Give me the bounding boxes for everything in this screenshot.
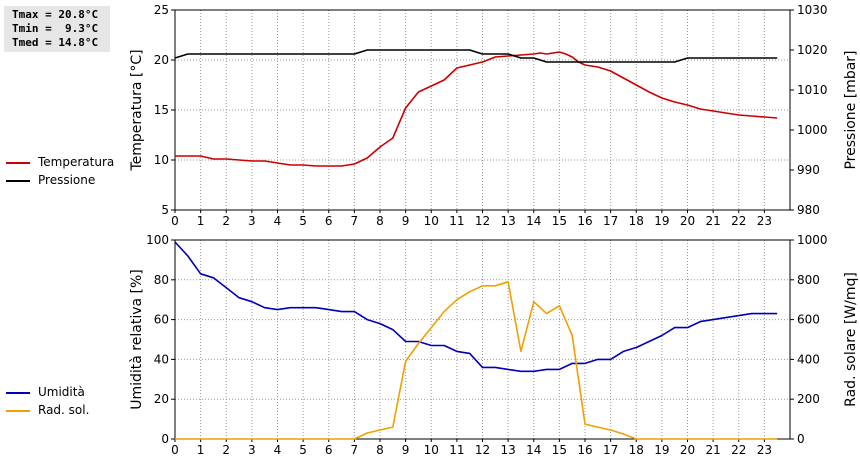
panel1-xtick-label-3: 3 — [248, 214, 256, 228]
panel2-xtick-label-7: 7 — [351, 443, 359, 457]
panel2-ytick-label-60: 60 — [154, 313, 169, 327]
panel2-xtick-label-11: 11 — [449, 443, 464, 457]
legend-umidita-label: Umidità — [38, 385, 85, 399]
panel1-xtick-label-6: 6 — [325, 214, 333, 228]
tmed-label: Tmed = 14.8°C — [12, 36, 99, 49]
panel1-xtick-label-7: 7 — [351, 214, 359, 228]
panel1-xtick-label-18: 18 — [629, 214, 644, 228]
panel1-ylabel: Temperatura [°C] — [129, 49, 145, 171]
panel1-series-pressione — [174, 49, 778, 63]
panel2-y2tick-label-200: 200 — [797, 392, 820, 406]
panel2-xtick-label-18: 18 — [629, 443, 644, 457]
panel2-ytick-label-40: 40 — [154, 352, 169, 366]
panel1-xtick-label-19: 19 — [654, 214, 669, 228]
legend-umidita: Umidità — [6, 385, 85, 399]
panel2-xtick-label-8: 8 — [376, 443, 384, 457]
panel1-y2tick-label-1030: 1030 — [797, 3, 828, 17]
panel1-xtick-label-17: 17 — [603, 214, 618, 228]
panel2-xtick-label-5: 5 — [299, 443, 307, 457]
panel1-xtick-label-15: 15 — [552, 214, 567, 228]
panel1-xtick-label-8: 8 — [376, 214, 384, 228]
legend-radsol-swatch — [6, 409, 30, 412]
panel1-xtick-label-14: 14 — [526, 214, 541, 228]
panel2-xtick-label-1: 1 — [197, 443, 205, 457]
panel2-y2tick-label-400: 400 — [797, 352, 820, 366]
panel1-y2tick-label-1000: 1000 — [797, 123, 828, 137]
legend-pressione-label: Pressione — [38, 173, 96, 187]
panel2-xtick-label-20: 20 — [680, 443, 695, 457]
panel2-series-rad-sol — [175, 280, 778, 440]
panel2-xtick-label-22: 22 — [731, 443, 746, 457]
panel2-xtick-label-16: 16 — [577, 443, 592, 457]
panel2-ytick-label-20: 20 — [154, 392, 169, 406]
panel2-y2tick-label-800: 800 — [797, 273, 820, 287]
panel1-xtick-label-13: 13 — [500, 214, 515, 228]
panel2-xtick-label-10: 10 — [424, 443, 439, 457]
panel1-ytick-label-20: 20 — [154, 53, 169, 67]
panel1-xtick-label-1: 1 — [197, 214, 205, 228]
legend-radsol: Rad. sol. — [6, 403, 89, 417]
panel2-xtick-label-15: 15 — [552, 443, 567, 457]
panel2-series-umidit — [174, 241, 778, 373]
panel2-xtick-label-3: 3 — [248, 443, 256, 457]
panel2-xtick-label-13: 13 — [500, 443, 515, 457]
panel1-y2label: Pressione [mbar] — [843, 50, 859, 169]
panel2-xtick-label-12: 12 — [475, 443, 490, 457]
panel2-xtick-label-23: 23 — [757, 443, 772, 457]
panel1-xtick-label-22: 22 — [731, 214, 746, 228]
panel2-ytick-label-100: 100 — [146, 233, 169, 247]
panel1-y2tick-label-990: 990 — [797, 163, 820, 177]
panel2-y2tick-label-600: 600 — [797, 313, 820, 327]
legend-umidita-swatch — [6, 391, 30, 394]
panel1-ytick-label-15: 15 — [154, 103, 169, 117]
panel2-y2tick-label-0: 0 — [797, 432, 805, 446]
stats-box: Tmax = 20.8°C Tmin = 9.3°C Tmed = 14.8°C — [4, 6, 110, 52]
panel2-y2tick-label-1000: 1000 — [797, 233, 828, 247]
panel2-xtick-label-17: 17 — [603, 443, 618, 457]
panel2-frame — [174, 239, 791, 440]
panel2-xtick-label-19: 19 — [654, 443, 669, 457]
panel2-xtick-label-0: 0 — [171, 443, 179, 457]
panel1-xtick-label-21: 21 — [705, 214, 720, 228]
panel1-frame — [174, 9, 791, 211]
panel2-xtick-label-6: 6 — [325, 443, 333, 457]
panel1-ytick-label-25: 25 — [154, 3, 169, 17]
panel1-y2tick-label-1010: 1010 — [797, 83, 828, 97]
panel2-xtick-label-14: 14 — [526, 443, 541, 457]
panel1-xtick-label-23: 23 — [757, 214, 772, 228]
legend-temperatura: Temperatura — [6, 155, 114, 169]
panel1-xtick-label-9: 9 — [402, 214, 410, 228]
panel1-y2tick-label-980: 980 — [797, 203, 820, 217]
legend-pressione: Pressione — [6, 173, 95, 187]
legend-temperatura-label: Temperatura — [38, 155, 115, 169]
panel1-xtick-label-16: 16 — [577, 214, 592, 228]
panel1-xtick-label-4: 4 — [274, 214, 282, 228]
panel1-y2tick-label-1020: 1020 — [797, 43, 828, 57]
panel1-xtick-label-10: 10 — [424, 214, 439, 228]
panel1-xtick-label-20: 20 — [680, 214, 695, 228]
panel1-ytick-label-10: 10 — [154, 153, 169, 167]
panel2-xtick-label-2: 2 — [222, 443, 230, 457]
panel1-xtick-label-0: 0 — [171, 214, 179, 228]
panel1-xtick-label-12: 12 — [475, 214, 490, 228]
panel2-y2label: Rad. solare [W/mq] — [843, 272, 859, 407]
panel1-series-temperatura — [175, 51, 778, 167]
panel2-ylabel: Umidità relativa [%] — [129, 269, 145, 410]
panel2-xtick-label-4: 4 — [274, 443, 282, 457]
panel1-xtick-label-11: 11 — [449, 214, 464, 228]
panel1-ytick-label-5: 5 — [161, 203, 169, 217]
panel2-ytick-label-80: 80 — [154, 273, 169, 287]
tmin-label: Tmin = 9.3°C — [12, 22, 99, 35]
panel2-xtick-label-9: 9 — [402, 443, 410, 457]
legend-radsol-label: Rad. sol. — [38, 403, 90, 417]
legend-temperatura-swatch — [6, 161, 30, 164]
panel2-ytick-label-0: 0 — [161, 432, 169, 446]
panel2-xtick-label-21: 21 — [705, 443, 720, 457]
panel1-xtick-label-2: 2 — [222, 214, 230, 228]
tmax-label: Tmax = 20.8°C — [12, 8, 99, 21]
panel1-xtick-label-5: 5 — [299, 214, 307, 228]
legend-pressione-swatch — [6, 179, 30, 182]
